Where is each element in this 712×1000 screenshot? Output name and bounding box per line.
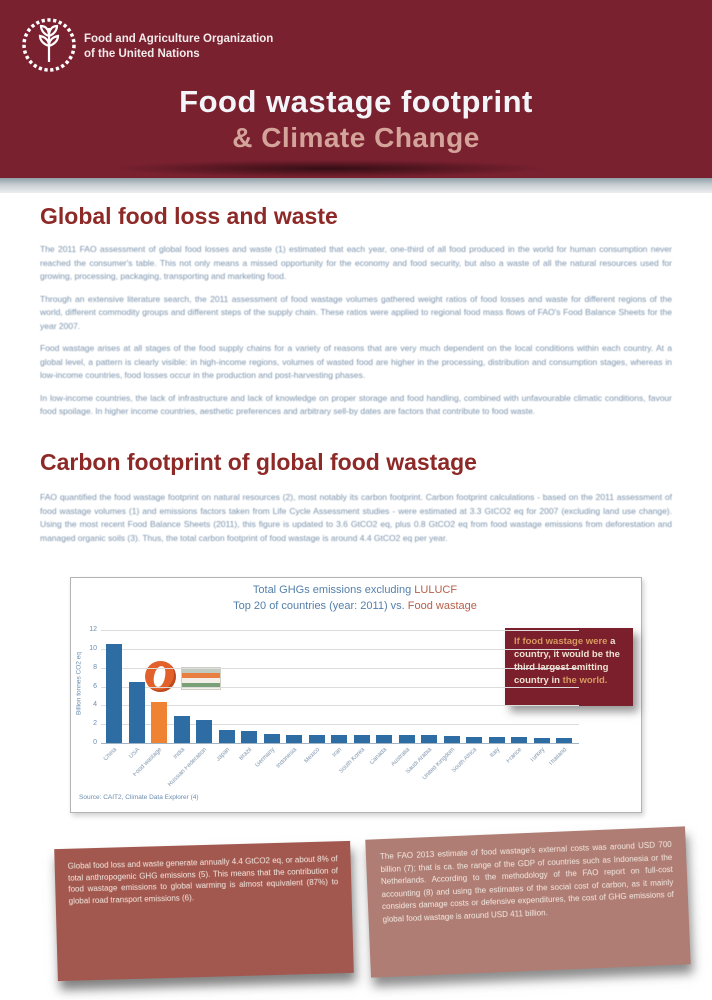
chart-subtitle-accent: Food wastage	[407, 600, 477, 612]
badge-stripe	[182, 678, 220, 683]
x-axis-label: South Africa	[451, 747, 479, 775]
x-axis-label: Saudi Arabia	[404, 747, 434, 776]
paragraph: FAO quantified the food wastage footprin…	[40, 492, 672, 543]
bar-russian-federation	[196, 720, 212, 743]
chart-title-main: Total GHGs emissions excluding	[252, 584, 415, 596]
paragraph: In low-income countries, the lack of inf…	[40, 392, 672, 417]
y-axis-tick: 4	[93, 701, 97, 709]
callout-text: If food wastage were	[514, 636, 611, 647]
apple-bite-shape	[152, 665, 167, 688]
bar-united-kingdom	[443, 735, 460, 743]
bar-thailand	[556, 738, 572, 743]
bar-france	[511, 737, 527, 743]
y-axis-tick: 8	[93, 663, 97, 671]
badge-stripe	[182, 668, 220, 673]
gridline	[101, 743, 579, 744]
badge-stripe	[182, 683, 220, 688]
chart-source-note: Source: CAIT2, Climate Data Explorer (4)	[79, 794, 199, 801]
document-title-line1: Food wastage footprint	[179, 84, 533, 119]
bar-food-wastage	[151, 701, 167, 743]
section2-paragraphs: FAO quantified the food wastage footprin…	[40, 491, 672, 554]
chart-subtitle-main: Top 20 of countries (year: 2011) vs.	[233, 600, 408, 612]
gridline	[101, 705, 579, 707]
fao-logo-icon	[20, 16, 78, 79]
section-heading-global-food-loss: Global food loss and waste	[40, 203, 338, 229]
y-axis-tick: 2	[93, 720, 97, 728]
gridline	[101, 648, 579, 650]
bar-turkey	[533, 737, 550, 743]
org-name-line1: Food and Agriculture Organization	[84, 33, 274, 45]
page-divider-band	[0, 178, 712, 193]
section1-paragraphs: The 2011 FAO assessment of global food l…	[40, 243, 672, 428]
gridline	[101, 724, 579, 726]
chart-title-accent: LULUCF	[414, 584, 458, 596]
note-box-ghg-share: Global food loss and waste generate annu…	[54, 840, 354, 982]
paragraph: Through an extensive literature search, …	[40, 293, 672, 331]
x-axis-label: Thailand	[547, 747, 569, 768]
x-axis-label: Food wastage	[132, 747, 164, 778]
org-name: Food and Agriculture Organization of the…	[84, 32, 273, 62]
bar-italy	[488, 737, 505, 743]
paragraph: The 2011 FAO assessment of global food l…	[40, 244, 672, 281]
badge-stripe	[182, 673, 220, 678]
bar-australia	[398, 735, 415, 743]
bar-china	[106, 644, 122, 743]
y-axis-tick: 0	[93, 739, 97, 746]
y-axis-tick: 10	[89, 644, 97, 652]
bar-saudi-arabia	[421, 735, 437, 743]
food-wastage-footprint-logo	[145, 661, 221, 695]
y-axis-tick: 12	[89, 626, 97, 633]
chart-title-line2: Top 20 of countries (year: 2011) vs. Foo…	[71, 600, 639, 612]
gridline	[101, 630, 579, 631]
header-drop-shadow	[115, 160, 545, 177]
gridline	[101, 686, 579, 688]
bar-south-africa	[466, 736, 482, 743]
bar-germany	[263, 734, 280, 743]
header-banner: Food and Agriculture Organization of the…	[0, 0, 712, 178]
x-axis-label: China	[102, 747, 119, 763]
third-largest-emitter-callout: If food wastage were a country, it would…	[505, 628, 633, 706]
x-axis-label: Canada	[369, 747, 389, 767]
bar-indonesia	[286, 734, 302, 743]
bar-india	[173, 715, 190, 743]
bar-brazil	[241, 730, 257, 743]
org-name-line2: of the United Nations	[84, 48, 200, 60]
x-axis-label: Brazil	[238, 747, 254, 762]
bar-usa	[128, 681, 145, 743]
bar-south-korea	[353, 734, 370, 743]
bar-japan	[218, 729, 235, 743]
ghg-emissions-bar-chart: Total GHGs emissions excluding LULUCF To…	[70, 577, 642, 813]
callout-text: the world.	[562, 675, 608, 686]
paragraph: Food wastage arises at all stages of the…	[40, 343, 672, 380]
document-title-line2: & Climate Change	[232, 122, 480, 153]
note-box-economic-cost: The FAO 2013 estimate of food wastage's …	[365, 826, 691, 978]
x-axis-label: France	[505, 747, 524, 765]
bar-canada	[376, 734, 392, 743]
bar-iran	[331, 734, 347, 743]
x-axis-label: Indonesia	[275, 747, 299, 770]
chart-title-line1: Total GHGs emissions excluding LULUCF	[71, 584, 639, 596]
gridline	[101, 667, 579, 669]
bar-mexico	[308, 734, 325, 743]
fwf-wordmark-badge	[181, 667, 221, 690]
callout-text: a country, it would be the third largest…	[514, 636, 620, 686]
y-axis-tick: 6	[93, 682, 97, 690]
section-heading-carbon-footprint: Carbon footprint of global food wastage	[40, 449, 477, 475]
x-axis-label: Iran	[331, 747, 344, 759]
x-axis-label: Russian Federation	[167, 747, 209, 789]
